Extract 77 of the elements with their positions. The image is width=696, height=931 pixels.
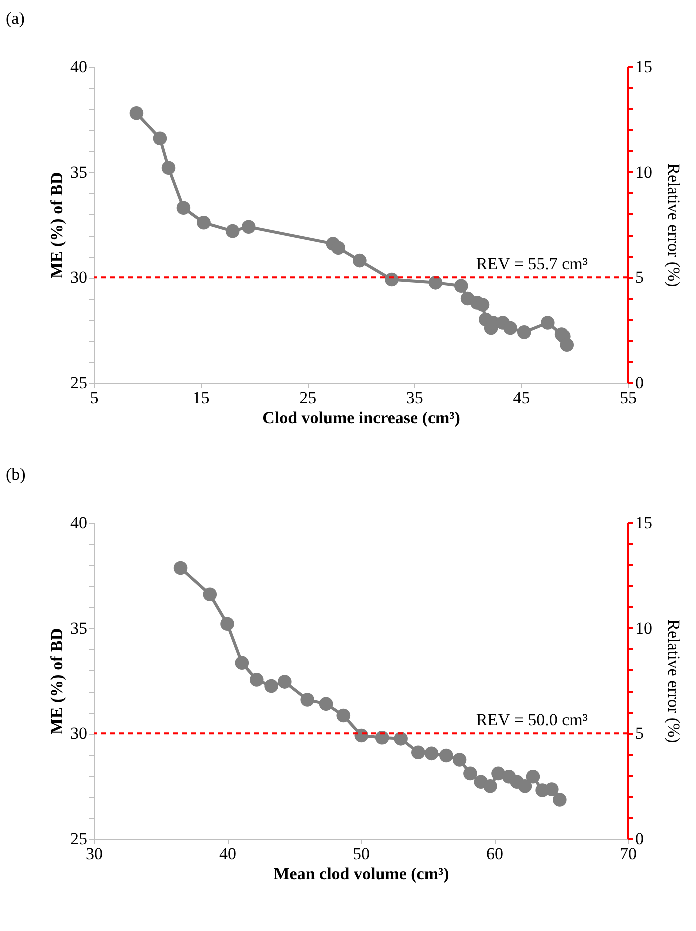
point bbox=[174, 561, 188, 576]
chart-title: (a) bbox=[6, 9, 25, 28]
point bbox=[176, 201, 191, 216]
x-tick-label: 55 bbox=[620, 388, 637, 408]
x-tick-label: 35 bbox=[406, 388, 424, 408]
point bbox=[452, 753, 467, 767]
y-tick-label: 30 bbox=[70, 268, 88, 288]
y-axis-title: ME (%) of BD bbox=[48, 628, 66, 735]
y-tick-label: 35 bbox=[70, 618, 88, 638]
x-axis-title: Mean clod volume (cm³) bbox=[274, 864, 450, 884]
chart-title: (b) bbox=[6, 465, 26, 484]
point bbox=[412, 746, 426, 760]
y-tick-label: 40 bbox=[70, 514, 88, 532]
y2-tick-label: 0 bbox=[636, 374, 644, 392]
x-tick-label: 25 bbox=[300, 388, 317, 408]
point bbox=[394, 732, 408, 746]
point bbox=[541, 316, 555, 330]
y2-axis-title: Relative error (%) bbox=[664, 620, 684, 744]
point bbox=[336, 708, 351, 723]
x-axis-title: Clod volume increase (cm³) bbox=[262, 408, 460, 428]
x-tick-label: 5 bbox=[90, 388, 99, 408]
y2-tick-label: 5 bbox=[636, 724, 644, 744]
annotation: REV = 55.7 cm³ bbox=[476, 254, 588, 274]
x-tick-label: 30 bbox=[86, 844, 103, 864]
y-axis-title: ME (%) of BD bbox=[48, 172, 66, 279]
point bbox=[353, 254, 367, 268]
point bbox=[518, 326, 532, 340]
point bbox=[464, 766, 478, 781]
point bbox=[385, 272, 399, 287]
y2-tick-label: 0 bbox=[636, 830, 644, 848]
point bbox=[518, 779, 532, 794]
y-tick-label: 40 bbox=[70, 58, 88, 76]
point bbox=[242, 220, 256, 234]
point bbox=[504, 321, 518, 336]
point bbox=[130, 106, 144, 120]
point bbox=[545, 782, 559, 796]
y-tick-label: 35 bbox=[70, 162, 88, 182]
x-tick-label: 70 bbox=[620, 844, 637, 864]
point bbox=[300, 693, 314, 707]
point bbox=[203, 588, 218, 602]
x-tick-label: 15 bbox=[192, 388, 210, 408]
point bbox=[235, 656, 250, 670]
point bbox=[560, 338, 574, 352]
point bbox=[440, 748, 454, 763]
y2-tick-label: 5 bbox=[636, 268, 644, 288]
y-tick-label: 25 bbox=[70, 830, 88, 848]
point bbox=[162, 161, 176, 175]
y2-tick-label: 10 bbox=[636, 162, 652, 182]
point bbox=[424, 746, 439, 761]
point bbox=[319, 697, 334, 712]
point bbox=[553, 793, 567, 807]
annotation: REV = 50.0 cm³ bbox=[476, 710, 588, 730]
point bbox=[526, 770, 540, 784]
x-tick-label: 45 bbox=[513, 388, 530, 408]
point bbox=[375, 731, 390, 745]
point bbox=[153, 132, 168, 146]
point bbox=[492, 766, 506, 781]
y2-tick-label: 15 bbox=[636, 58, 652, 76]
point bbox=[484, 779, 498, 794]
point bbox=[220, 617, 234, 631]
y-tick-label: 25 bbox=[70, 374, 88, 392]
point bbox=[278, 675, 292, 689]
y2-tick-label: 15 bbox=[636, 514, 652, 532]
y2-tick-label: 10 bbox=[636, 618, 652, 638]
point bbox=[454, 279, 468, 293]
point bbox=[226, 224, 240, 238]
x-tick-label: 40 bbox=[220, 844, 236, 864]
point bbox=[250, 673, 264, 687]
point bbox=[428, 276, 443, 290]
x-tick-label: 50 bbox=[353, 844, 370, 864]
x-tick-label: 60 bbox=[486, 844, 504, 864]
y-tick-label: 30 bbox=[70, 724, 88, 744]
point bbox=[332, 241, 346, 256]
point bbox=[264, 679, 278, 694]
y2-axis-title: Relative error (%) bbox=[664, 164, 684, 288]
point bbox=[197, 216, 211, 230]
point bbox=[476, 298, 490, 312]
